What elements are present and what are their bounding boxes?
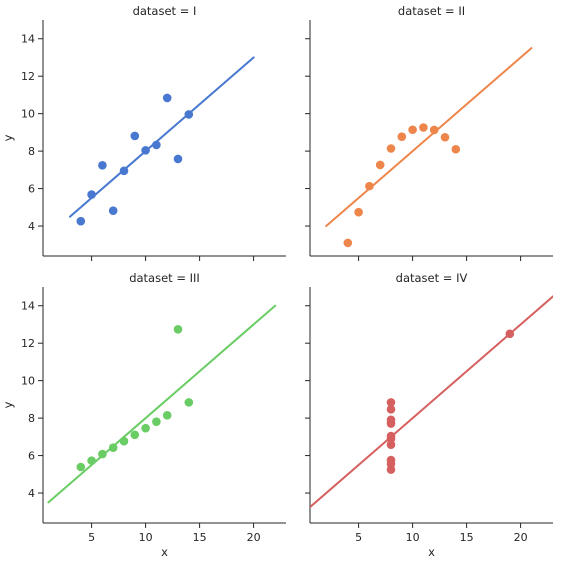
data-point (98, 449, 107, 459)
data-point (98, 161, 107, 170)
panel-title: dataset = I (133, 4, 197, 18)
data-point (162, 411, 172, 420)
y-tick-label: 10 (21, 375, 35, 388)
data-point (408, 125, 417, 135)
y-axis-label: y (1, 134, 15, 141)
data-point (173, 154, 183, 164)
regression-line (310, 295, 553, 509)
data-point (397, 132, 407, 141)
y-tick-label: 6 (28, 183, 35, 196)
data-point (505, 329, 515, 339)
data-point (119, 436, 129, 446)
x-tick-label: 20 (247, 531, 261, 544)
data-point (184, 398, 194, 407)
data-point (141, 423, 150, 433)
data-point (386, 434, 396, 444)
data-point (108, 443, 118, 453)
data-point (119, 166, 129, 176)
data-point (152, 140, 161, 150)
y-axis-label: y (1, 401, 15, 408)
panel-title: dataset = II (398, 4, 465, 18)
data-area (325, 47, 533, 248)
x-tick-label: 10 (139, 531, 153, 544)
panel-title: dataset = III (129, 271, 200, 285)
data-point (386, 405, 396, 414)
y-tick-label: 10 (21, 108, 35, 121)
data-point (76, 462, 86, 472)
y-tick-label: 14 (21, 300, 35, 313)
data-point (386, 459, 396, 469)
data-point (173, 325, 183, 334)
y-tick-label: 4 (28, 220, 35, 233)
data-point (162, 93, 172, 103)
data-area (310, 295, 553, 509)
data-point (386, 144, 396, 153)
y-tick-label: 12 (21, 337, 35, 350)
panel-2: dataset = II (305, 4, 553, 261)
y-tick-label: 14 (21, 33, 35, 46)
regression-line (69, 56, 255, 218)
x-tick-label: 5 (355, 531, 362, 544)
data-point (141, 146, 150, 155)
data-point (365, 181, 374, 191)
y-tick-label: 6 (28, 450, 35, 463)
data-area (69, 56, 255, 226)
x-tick-label: 10 (406, 531, 420, 544)
data-point (76, 216, 86, 226)
data-point (87, 456, 96, 465)
data-point (375, 160, 385, 170)
y-tick-label: 8 (28, 145, 35, 158)
data-point (429, 125, 439, 135)
y-tick-label: 8 (28, 412, 35, 425)
panel-3: 4 6 8 10 12 14 5 10 15 20 dataset = III x y (1, 271, 286, 559)
panel-title: dataset = IV (396, 271, 468, 285)
panel-4: 5 10 15 20 dataset = IV x (305, 271, 553, 559)
x-tick-label: 5 (88, 531, 95, 544)
data-point (386, 415, 396, 425)
data-point (440, 132, 450, 142)
data-point (419, 123, 428, 132)
data-point (343, 238, 353, 248)
x-tick-label: 15 (193, 531, 207, 544)
panel-1: 4 6 8 10 12 14 dataset = I y (1, 4, 286, 261)
regression-line (47, 304, 277, 504)
x-tick-label: 20 (514, 531, 528, 544)
y-tick-label: 4 (28, 487, 35, 500)
data-point (108, 206, 118, 215)
data-point (386, 398, 396, 407)
data-area (47, 304, 277, 504)
data-point (152, 417, 161, 426)
data-point (354, 207, 363, 217)
x-axis-label: x (161, 545, 168, 559)
x-axis-label: x (428, 545, 435, 559)
data-point (130, 131, 140, 141)
regression-line (325, 47, 533, 228)
data-point (451, 144, 461, 154)
data-point (184, 110, 194, 119)
data-point (87, 190, 96, 199)
y-tick-label: 12 (21, 70, 35, 83)
x-tick-label: 15 (460, 531, 474, 544)
data-point (130, 430, 140, 440)
